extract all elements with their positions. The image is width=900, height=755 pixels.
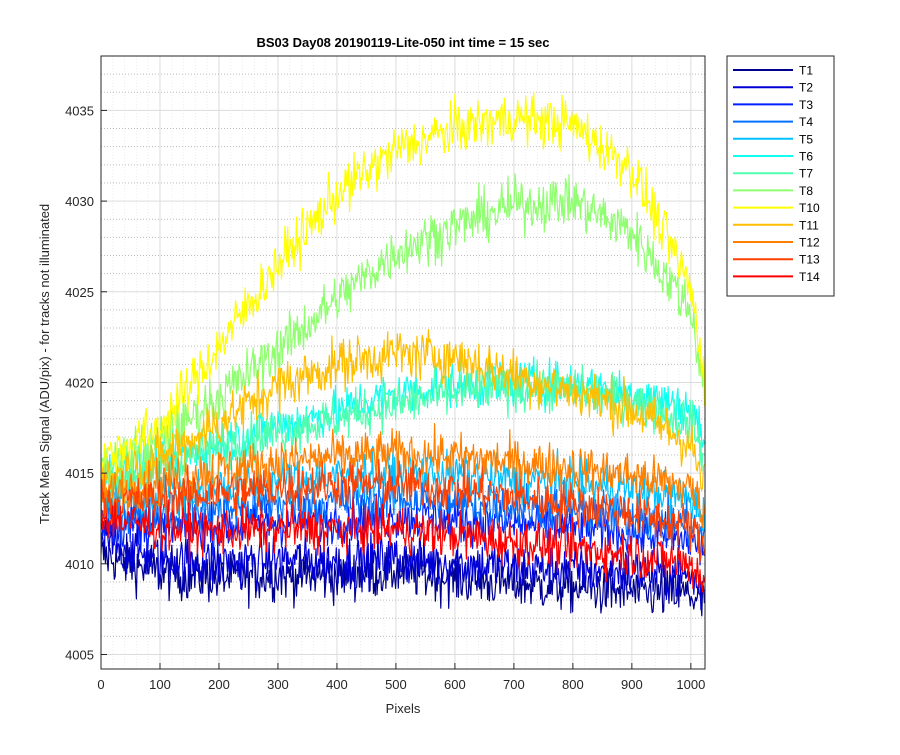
x-tick-label: 100 — [149, 677, 171, 692]
x-tick-label: 500 — [385, 677, 407, 692]
legend-label-T2: T2 — [799, 81, 813, 95]
legend-label-T10: T10 — [799, 201, 820, 215]
y-tick-label: 4010 — [65, 557, 94, 572]
x-tick-label: 800 — [562, 677, 584, 692]
legend-label-T11: T11 — [799, 218, 819, 232]
y-tick-label: 4035 — [65, 103, 94, 118]
legend-items: T1 T2 T3 T4 T5 T6 T7 T8 T10 T11 T12 T13 T14 — [733, 64, 820, 284]
axes-box — [100, 55, 706, 670]
series-line-T8 — [101, 173, 705, 487]
series-line-T6 — [101, 354, 705, 503]
y-tick-label: 4025 — [65, 285, 94, 300]
x-tick-label: 1000 — [676, 677, 705, 692]
x-tick-label: 700 — [503, 677, 525, 692]
x-tick-label: 600 — [444, 677, 466, 692]
y-tick-label: 4015 — [65, 466, 94, 481]
x-tick-label: 400 — [326, 677, 348, 692]
chart-title: BS03 Day08 20190119-Lite-050 int time = … — [256, 35, 549, 50]
series-line-T11 — [101, 329, 705, 504]
y-tick-label: 4020 — [65, 375, 94, 390]
series-line-T12 — [101, 423, 705, 528]
legend-label-T5: T5 — [799, 132, 813, 146]
series-line-T3 — [101, 493, 705, 566]
legend-label-T8: T8 — [799, 184, 813, 198]
y-tick-label: 4005 — [65, 647, 94, 662]
legend-label-T6: T6 — [799, 150, 813, 164]
x-tick-label: 200 — [208, 677, 230, 692]
legend-label-T4: T4 — [799, 115, 813, 129]
x-tick-label: 300 — [267, 677, 289, 692]
series-line-T10 — [101, 91, 705, 483]
legend-label-T1: T1 — [799, 64, 813, 78]
legend: T1 T2 T3 T4 T5 T6 T7 T8 T10 T11 T12 T13 T14 — [726, 55, 835, 297]
x-axis-label: Pixels — [386, 701, 421, 716]
x-tick-label: 0 — [97, 677, 104, 692]
y-tick-label: 4030 — [65, 194, 94, 209]
legend-box — [726, 55, 835, 297]
x-tick-label: 900 — [621, 677, 643, 692]
series-line-T13 — [101, 458, 705, 563]
legend-label-T7: T7 — [799, 167, 813, 181]
y-axis-label: Track Mean Signal (ADU/pix) - for tracks… — [37, 204, 52, 524]
tick-layer: 0 100 200 300 400 500 600 700 800 900 1000 4005 4010… — [65, 103, 705, 692]
series-layer — [101, 91, 705, 617]
legend-label-T13: T13 — [799, 253, 820, 267]
legend-label-T3: T3 — [799, 98, 813, 112]
legend-label-T14: T14 — [799, 270, 820, 284]
series-line-T14 — [101, 494, 705, 593]
legend-label-T12: T12 — [799, 236, 820, 250]
